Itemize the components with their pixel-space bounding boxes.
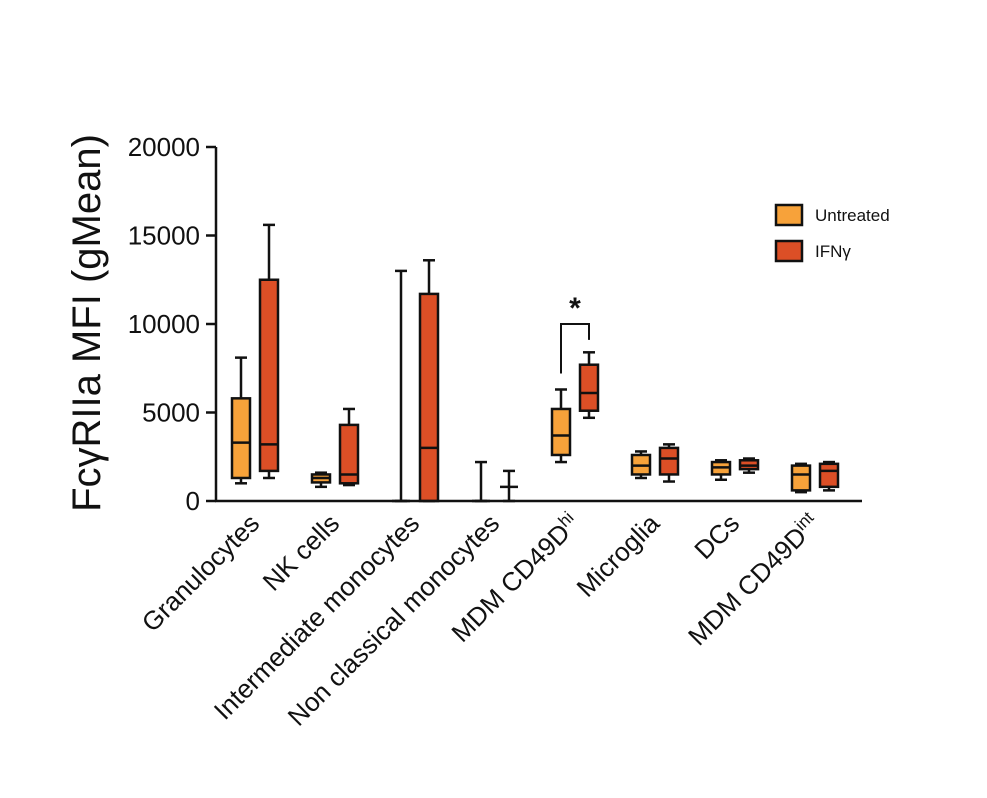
x-tick-label: DCs (688, 508, 745, 565)
box-untreated-0 (230, 356, 252, 485)
box-iqr (818, 462, 840, 489)
box-iqr (550, 407, 572, 457)
significance-bracket: * (560, 292, 590, 374)
box-untreated-7 (790, 462, 812, 494)
box-iqr (418, 292, 440, 503)
box-iqr (230, 397, 252, 480)
legend-label: Untreated (815, 206, 890, 225)
y-tick-label: 5000 (142, 398, 200, 428)
box-iqr (338, 423, 360, 485)
box-untreated-2 (392, 269, 410, 503)
bracket-line (560, 323, 590, 374)
box-iqr (658, 446, 680, 476)
box-untreated-3 (472, 460, 490, 503)
box-iqr (790, 464, 812, 492)
legend-swatch (774, 203, 804, 227)
box-ifng-1 (338, 407, 360, 487)
y-tick-label: 0 (186, 486, 200, 516)
y-tick-label: 20000 (128, 132, 200, 162)
legend-item-untreated: Untreated (774, 203, 890, 227)
box-iqr (578, 363, 600, 412)
plot-area: * (230, 223, 840, 503)
box-ifng-6 (738, 457, 760, 474)
box-ifng-3 (500, 469, 518, 503)
legend-label: IFNγ (815, 242, 851, 261)
y-tick-label: 15000 (128, 221, 200, 251)
y-tick-label: 10000 (128, 309, 200, 339)
legend: Untreated IFNγ (774, 203, 890, 263)
legend-item-ifng: IFNγ (774, 239, 851, 263)
x-tick-label: Microglia (570, 508, 665, 603)
x-tick-label: Granulocytes (136, 508, 266, 638)
significance-star: * (569, 292, 581, 325)
box-untreated-1 (310, 471, 332, 489)
legend-swatch (774, 239, 804, 263)
y-axis-title: FcγRIIa MFI (gMean) (65, 134, 109, 512)
box-ifng-2 (418, 259, 440, 503)
box-ifng-4 (578, 351, 600, 420)
box-ifng-0 (258, 223, 280, 480)
box-untreated-4 (550, 388, 572, 464)
box-untreated-6 (710, 459, 732, 482)
box-iqr (258, 278, 280, 473)
box-ifng-5 (658, 443, 680, 483)
box-untreated-5 (630, 450, 652, 480)
box-ifng-7 (818, 460, 840, 492)
